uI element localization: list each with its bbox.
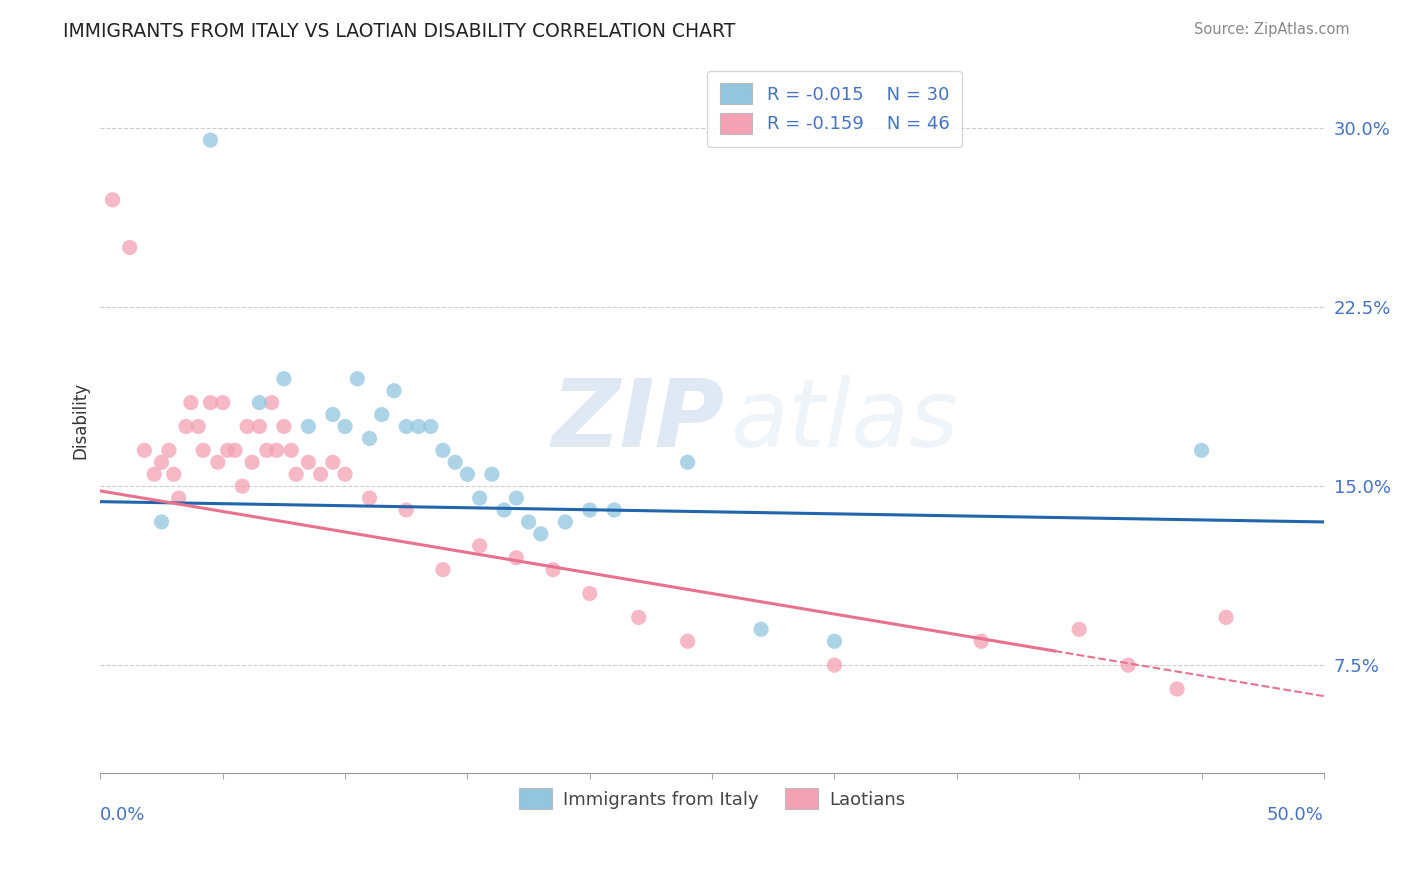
Point (191, 443, 214, 458)
Point (627, 610, 650, 624)
Point (676, 634, 699, 648)
Point (285, 467, 308, 482)
Point (554, 515, 576, 529)
Point (824, 634, 846, 648)
Point (382, 384, 405, 398)
Point (266, 443, 288, 458)
Point (676, 455, 699, 469)
Point (143, 467, 166, 482)
Point (359, 431, 381, 445)
Point (419, 419, 441, 434)
Point (118, 240, 141, 254)
Point (444, 455, 467, 469)
Point (1166, 681, 1188, 696)
Point (150, 515, 173, 529)
Point (240, 455, 263, 469)
Text: atlas: atlas (731, 375, 959, 466)
Point (322, 455, 344, 469)
Point (207, 455, 229, 469)
Point (187, 419, 209, 434)
Point (273, 419, 295, 434)
Legend: Immigrants from Italy, Laotians: Immigrants from Italy, Laotians (512, 781, 912, 816)
Point (1191, 443, 1213, 458)
Point (322, 408, 344, 422)
Text: Source: ZipAtlas.com: Source: ZipAtlas.com (1194, 22, 1350, 37)
Point (371, 408, 394, 422)
Point (408, 419, 430, 434)
Point (260, 395, 283, 409)
Point (346, 372, 368, 386)
Point (432, 443, 454, 458)
Point (256, 443, 278, 458)
Point (603, 503, 626, 517)
Point (970, 634, 993, 648)
Point (236, 419, 259, 434)
Point (395, 419, 418, 434)
Point (1215, 610, 1237, 624)
Point (505, 491, 527, 505)
Point (749, 623, 772, 637)
Point (578, 586, 600, 600)
Point (456, 467, 478, 482)
Point (174, 419, 197, 434)
Point (309, 467, 332, 482)
Point (280, 443, 302, 458)
Point (1069, 623, 1091, 637)
Point (333, 467, 356, 482)
Point (134, 443, 156, 458)
Point (517, 515, 540, 529)
Point (395, 503, 418, 517)
Point (101, 193, 124, 207)
Point (481, 467, 503, 482)
Point (180, 395, 202, 409)
Point (200, 133, 222, 147)
Point (224, 443, 246, 458)
Text: IMMIGRANTS FROM ITALY VS LAOTIAN DISABILITY CORRELATION CHART: IMMIGRANTS FROM ITALY VS LAOTIAN DISABIL… (63, 22, 735, 41)
Point (333, 419, 356, 434)
Point (163, 467, 186, 482)
Point (505, 550, 527, 565)
Y-axis label: Disability: Disability (72, 382, 89, 459)
Point (1116, 658, 1139, 673)
Point (157, 443, 180, 458)
Point (249, 419, 271, 434)
Point (468, 539, 491, 553)
Point (167, 491, 190, 505)
Point (541, 563, 564, 577)
Point (824, 658, 846, 673)
Point (231, 479, 253, 493)
Point (578, 503, 600, 517)
Point (200, 395, 222, 409)
Point (494, 503, 516, 517)
Point (297, 455, 319, 469)
Point (217, 443, 239, 458)
Point (359, 491, 381, 505)
Point (273, 372, 295, 386)
Point (150, 455, 173, 469)
Point (432, 563, 454, 577)
Point (468, 491, 491, 505)
Text: 0.0%: 0.0% (100, 806, 146, 824)
Point (530, 527, 553, 541)
Point (249, 395, 271, 409)
Point (211, 395, 233, 409)
Text: 50.0%: 50.0% (1267, 806, 1324, 824)
Text: ZIP: ZIP (551, 375, 724, 467)
Point (297, 419, 319, 434)
